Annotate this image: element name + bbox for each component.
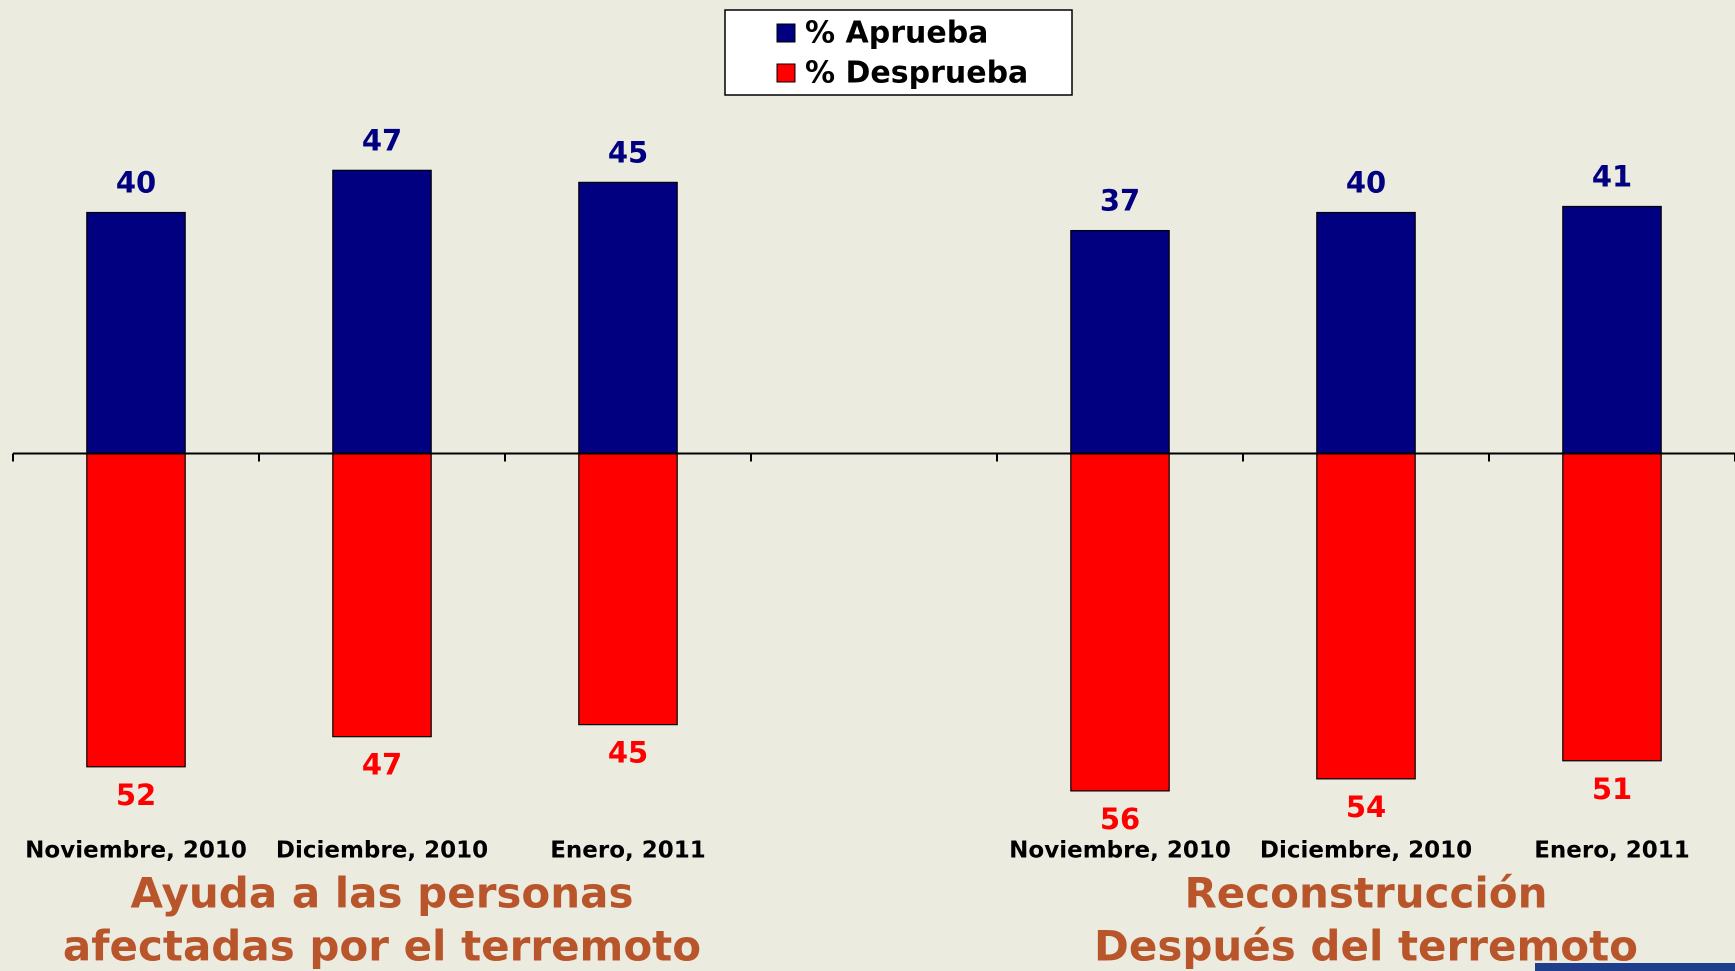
bar: [1316, 211, 1416, 455]
data-label: 40: [1346, 166, 1386, 200]
data-label: 40: [116, 166, 156, 200]
bar: [1316, 452, 1416, 780]
x-tick-label: Enero, 2011: [550, 838, 706, 864]
legend-label: % Desprueba: [805, 56, 1028, 91]
x-tick-label: Noviembre, 2010: [1009, 838, 1231, 864]
legend-swatch: [776, 23, 796, 43]
bar: [578, 181, 678, 455]
legend-label: % Aprueba: [805, 16, 988, 51]
data-label: 52: [116, 778, 156, 812]
data-label: 51: [1592, 772, 1632, 806]
x-tick-label: Diciembre, 2010: [1260, 838, 1472, 864]
data-label: 54: [1346, 790, 1386, 824]
data-label: 45: [608, 135, 648, 169]
data-label: 45: [608, 736, 648, 770]
group-title: afectadas por el terremoto: [63, 922, 701, 971]
data-label: 37: [1100, 184, 1140, 218]
x-tick-label: Diciembre, 2010: [276, 838, 488, 864]
legend-swatch: [776, 63, 796, 83]
data-label: 41: [1592, 159, 1632, 193]
bar: [1070, 229, 1170, 455]
data-label: 47: [362, 123, 402, 157]
bar: [86, 452, 186, 768]
bar: [332, 169, 432, 455]
data-label: 56: [1100, 802, 1140, 836]
bar: [578, 452, 678, 726]
group-title: Reconstrucción: [1184, 869, 1547, 918]
group-title: Después del terremoto: [1094, 922, 1638, 971]
bar: [86, 211, 186, 455]
bar: [1562, 205, 1662, 455]
bar: [1070, 452, 1170, 792]
bar: [1562, 452, 1662, 762]
corner-decoration: [1535, 963, 1735, 971]
x-tick-label: Enero, 2011: [1534, 838, 1690, 864]
group-title: Ayuda a las personas: [131, 869, 634, 918]
data-label: 47: [362, 748, 402, 782]
bar: [332, 452, 432, 738]
x-tick-label: Noviembre, 2010: [25, 838, 247, 864]
